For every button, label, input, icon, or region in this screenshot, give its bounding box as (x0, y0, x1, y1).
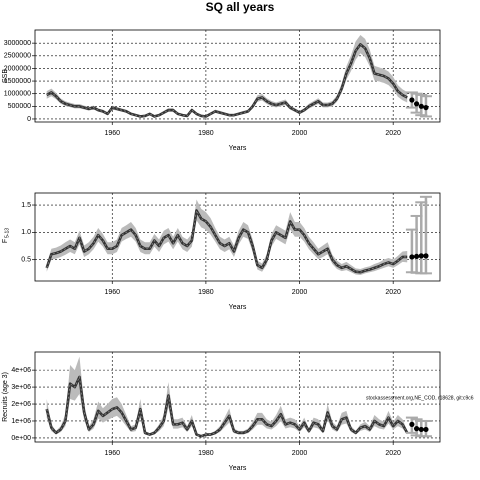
y-tick-label: 4e+06 (11, 367, 31, 374)
x-tick-label: 1980 (198, 130, 214, 137)
y-axis-title: SSB (2, 69, 9, 83)
y-tick-label: 1.5 (21, 202, 31, 209)
plot-frame (34, 29, 441, 123)
x-tick-label: 1980 (198, 289, 214, 296)
y-axis-title: F (2, 239, 9, 243)
x-tick-label: 2000 (292, 130, 308, 137)
panel: 1960 1980 2000 2020 0 500000 1000000 1500000 200… (2, 29, 441, 152)
y-tick-label: 0.5 (21, 257, 31, 264)
x-tick-label: 2020 (385, 289, 401, 296)
panel: 1960 1980 2000 2020 0.5 1.0 1.5 Years F5-13 (2, 192, 441, 311)
y-tick-label: 0 (27, 116, 31, 123)
y-tick-label: 1.0 (21, 229, 31, 236)
x-tick-label: 1960 (104, 450, 120, 457)
confidence-band (46, 199, 408, 275)
plot-frame (34, 192, 441, 282)
y-axis-title: Recruits (age 3) (2, 372, 9, 422)
point (413, 426, 420, 432)
y-tick-label: 0e+00 (11, 435, 31, 442)
x-axis-title: Years (229, 304, 247, 311)
plot-frame (34, 351, 441, 443)
point (423, 104, 429, 111)
point (418, 426, 424, 433)
annotation: stockassessment.org,NE_COD, r18628, git:… (366, 395, 474, 401)
confidence-band (46, 35, 408, 118)
chart-title: SQ all years (206, 0, 275, 14)
y-tick-label: 3000000 (4, 40, 31, 47)
point (423, 253, 429, 259)
y-tick-label: 1500000 (4, 78, 31, 85)
point (413, 253, 420, 260)
point (409, 97, 415, 103)
x-tick-label: 2000 (292, 450, 308, 457)
point (423, 426, 429, 433)
x-tick-label: 1980 (198, 450, 214, 457)
y-tick-label: 2e+06 (11, 401, 31, 408)
point (409, 421, 415, 427)
series-line-highlight (46, 43, 408, 117)
point (409, 254, 415, 260)
y-axis-title-subscript: 5-13 (4, 228, 10, 238)
x-axis-title: Years (229, 465, 247, 472)
point (418, 253, 424, 259)
series-line-highlight (46, 375, 408, 437)
panel: 1960 1980 2000 2020 0e+00 1e+06 2e+06 3e+06 4e+0… (2, 351, 474, 472)
point (418, 103, 424, 109)
series-line-highlight (46, 209, 408, 273)
y-tick-label: 2000000 (4, 65, 31, 72)
y-tick-label: 2500000 (4, 53, 31, 60)
point (413, 101, 420, 107)
x-axis-title: Years (229, 145, 247, 152)
x-tick-label: 2020 (385, 130, 401, 137)
x-tick-label: 2020 (385, 450, 401, 457)
x-tick-label: 1960 (104, 130, 120, 137)
x-tick-label: 1960 (104, 289, 120, 296)
y-tick-label: 1e+06 (11, 418, 31, 425)
y-tick-label: 1000000 (4, 91, 31, 98)
y-tick-label: 500000 (8, 103, 31, 110)
y-tick-label: 3e+06 (11, 384, 31, 391)
x-tick-label: 2000 (292, 289, 308, 296)
